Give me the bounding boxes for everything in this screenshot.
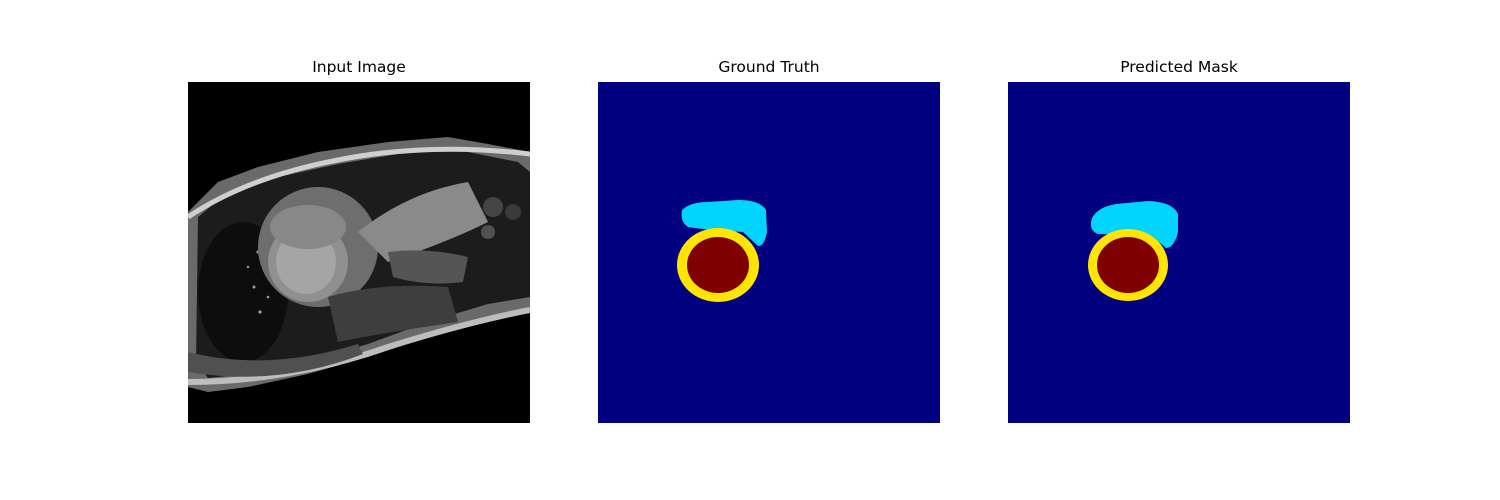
ground-truth-mask-graphic	[598, 82, 940, 423]
predicted-mask-graphic	[1008, 82, 1350, 423]
ground-truth-mask	[598, 82, 940, 423]
panel-input-image: Input Image	[188, 0, 530, 500]
predicted-mask	[1008, 82, 1350, 423]
panel-predicted-mask: Predicted Mask	[1008, 0, 1350, 500]
panel-title: Ground Truth	[718, 58, 820, 76]
panel-title: Predicted Mask	[1120, 58, 1238, 76]
mri-image	[188, 82, 530, 423]
panel-ground-truth: Ground Truth	[598, 0, 940, 500]
mri-slice-graphic	[188, 82, 530, 423]
panel-title: Input Image	[312, 58, 406, 76]
